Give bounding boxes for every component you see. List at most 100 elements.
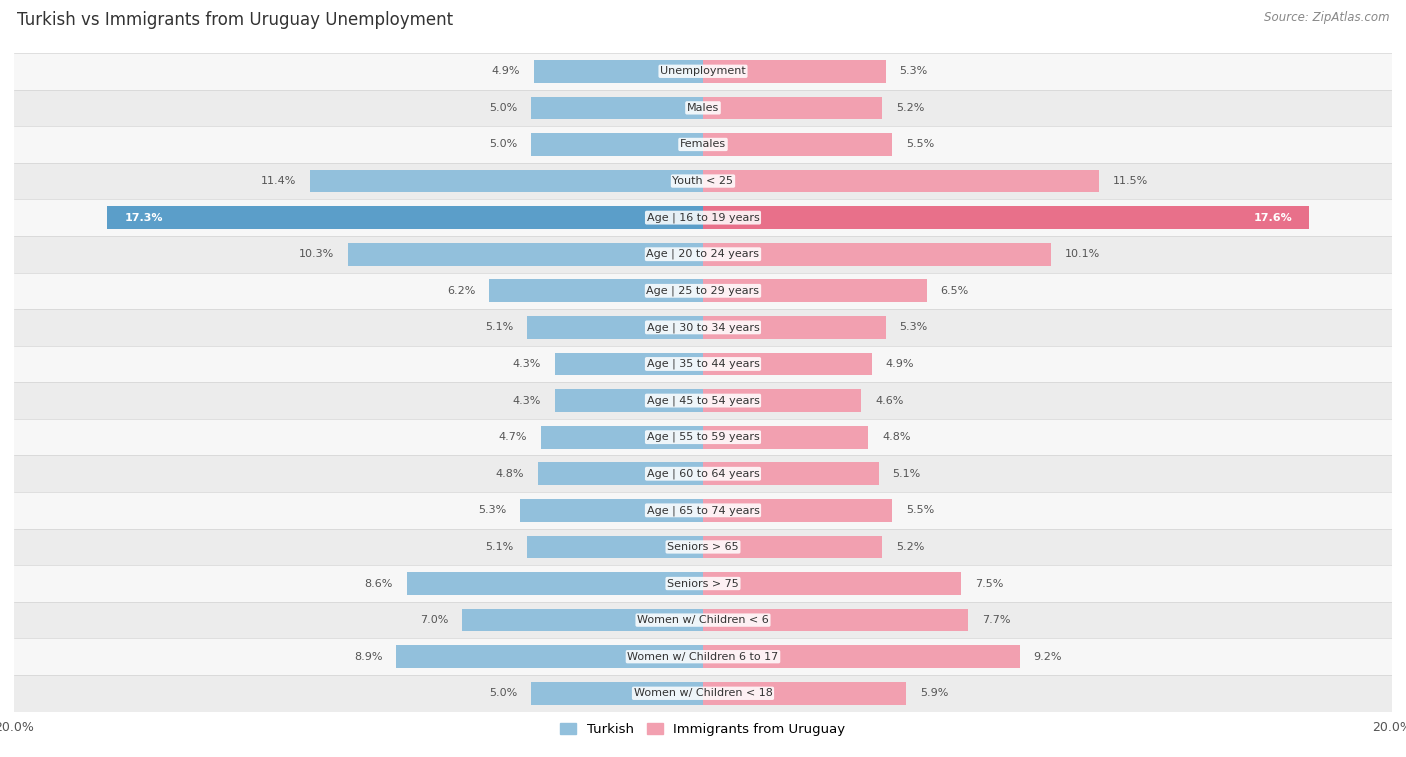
Bar [14, 53, 1392, 89]
Text: 4.6%: 4.6% [875, 396, 904, 406]
Text: 5.3%: 5.3% [478, 506, 506, 516]
Bar [14, 199, 1392, 236]
Bar [703, 682, 907, 705]
Text: Age | 30 to 34 years: Age | 30 to 34 years [647, 322, 759, 332]
Text: 11.5%: 11.5% [1114, 176, 1149, 186]
Text: 7.7%: 7.7% [981, 615, 1011, 625]
Bar [349, 243, 703, 266]
Text: 4.9%: 4.9% [886, 359, 914, 369]
Text: 6.5%: 6.5% [941, 286, 969, 296]
Bar [14, 89, 1392, 126]
Text: 5.5%: 5.5% [907, 139, 935, 149]
Bar [541, 426, 703, 448]
Bar [461, 609, 703, 631]
Bar [703, 279, 927, 302]
Text: Source: ZipAtlas.com: Source: ZipAtlas.com [1264, 11, 1389, 24]
Bar [396, 646, 703, 668]
Bar [14, 675, 1392, 712]
Text: 4.7%: 4.7% [499, 432, 527, 442]
Bar [14, 456, 1392, 492]
Text: Age | 65 to 74 years: Age | 65 to 74 years [647, 505, 759, 516]
Legend: Turkish, Immigrants from Uruguay: Turkish, Immigrants from Uruguay [555, 718, 851, 741]
Text: 5.1%: 5.1% [485, 322, 513, 332]
Bar [537, 463, 703, 485]
Text: 5.3%: 5.3% [900, 322, 928, 332]
Text: 5.1%: 5.1% [485, 542, 513, 552]
Bar [703, 353, 872, 375]
Text: 6.2%: 6.2% [447, 286, 475, 296]
Text: 4.8%: 4.8% [882, 432, 911, 442]
Text: Women w/ Children < 18: Women w/ Children < 18 [634, 688, 772, 698]
Bar [406, 572, 703, 595]
Text: Women w/ Children < 6: Women w/ Children < 6 [637, 615, 769, 625]
Bar [703, 243, 1050, 266]
Bar [703, 572, 962, 595]
Text: Age | 16 to 19 years: Age | 16 to 19 years [647, 213, 759, 223]
Bar [14, 602, 1392, 638]
Bar [703, 646, 1019, 668]
Bar [14, 419, 1392, 456]
Bar [14, 273, 1392, 309]
Text: 4.3%: 4.3% [513, 359, 541, 369]
Bar [703, 609, 969, 631]
Text: Turkish vs Immigrants from Uruguay Unemployment: Turkish vs Immigrants from Uruguay Unemp… [17, 11, 453, 30]
Text: Age | 25 to 29 years: Age | 25 to 29 years [647, 285, 759, 296]
Bar [14, 346, 1392, 382]
Bar [703, 97, 882, 119]
Bar [14, 382, 1392, 419]
Bar [14, 492, 1392, 528]
Bar [703, 170, 1099, 192]
Bar [531, 133, 703, 156]
Bar [489, 279, 703, 302]
Bar [527, 536, 703, 558]
Bar [311, 170, 703, 192]
Bar [14, 565, 1392, 602]
Bar [703, 536, 882, 558]
Text: Women w/ Children 6 to 17: Women w/ Children 6 to 17 [627, 652, 779, 662]
Bar [14, 638, 1392, 675]
Bar [703, 316, 886, 338]
Text: 11.4%: 11.4% [262, 176, 297, 186]
Text: 9.2%: 9.2% [1033, 652, 1062, 662]
Bar [703, 133, 893, 156]
Text: Males: Males [688, 103, 718, 113]
Bar [14, 163, 1392, 199]
Text: 8.9%: 8.9% [354, 652, 382, 662]
Text: Age | 60 to 64 years: Age | 60 to 64 years [647, 469, 759, 479]
Text: Age | 45 to 54 years: Age | 45 to 54 years [647, 395, 759, 406]
Text: 5.5%: 5.5% [907, 506, 935, 516]
Text: 4.9%: 4.9% [492, 67, 520, 76]
Bar [555, 353, 703, 375]
Text: 4.8%: 4.8% [495, 469, 524, 478]
Bar [703, 60, 886, 83]
Bar [531, 97, 703, 119]
Bar [555, 389, 703, 412]
Text: 4.3%: 4.3% [513, 396, 541, 406]
Bar [703, 463, 879, 485]
Bar [703, 389, 862, 412]
Text: 17.3%: 17.3% [124, 213, 163, 223]
Text: Age | 35 to 44 years: Age | 35 to 44 years [647, 359, 759, 369]
Bar [703, 426, 869, 448]
Text: 10.1%: 10.1% [1064, 249, 1099, 259]
Text: 5.3%: 5.3% [900, 67, 928, 76]
Bar [531, 682, 703, 705]
Text: 17.6%: 17.6% [1253, 213, 1292, 223]
Bar [14, 309, 1392, 346]
Bar [14, 126, 1392, 163]
Bar [534, 60, 703, 83]
Bar [14, 528, 1392, 565]
Text: Age | 20 to 24 years: Age | 20 to 24 years [647, 249, 759, 260]
Bar [703, 207, 1309, 229]
Bar [14, 236, 1392, 273]
Text: Seniors > 65: Seniors > 65 [668, 542, 738, 552]
Text: 5.0%: 5.0% [489, 103, 517, 113]
Text: 5.0%: 5.0% [489, 688, 517, 698]
Text: 5.1%: 5.1% [893, 469, 921, 478]
Text: 10.3%: 10.3% [299, 249, 335, 259]
Text: Females: Females [681, 139, 725, 149]
Text: 5.2%: 5.2% [896, 103, 924, 113]
Bar [703, 499, 893, 522]
Text: Age | 55 to 59 years: Age | 55 to 59 years [647, 432, 759, 442]
Text: 5.2%: 5.2% [896, 542, 924, 552]
